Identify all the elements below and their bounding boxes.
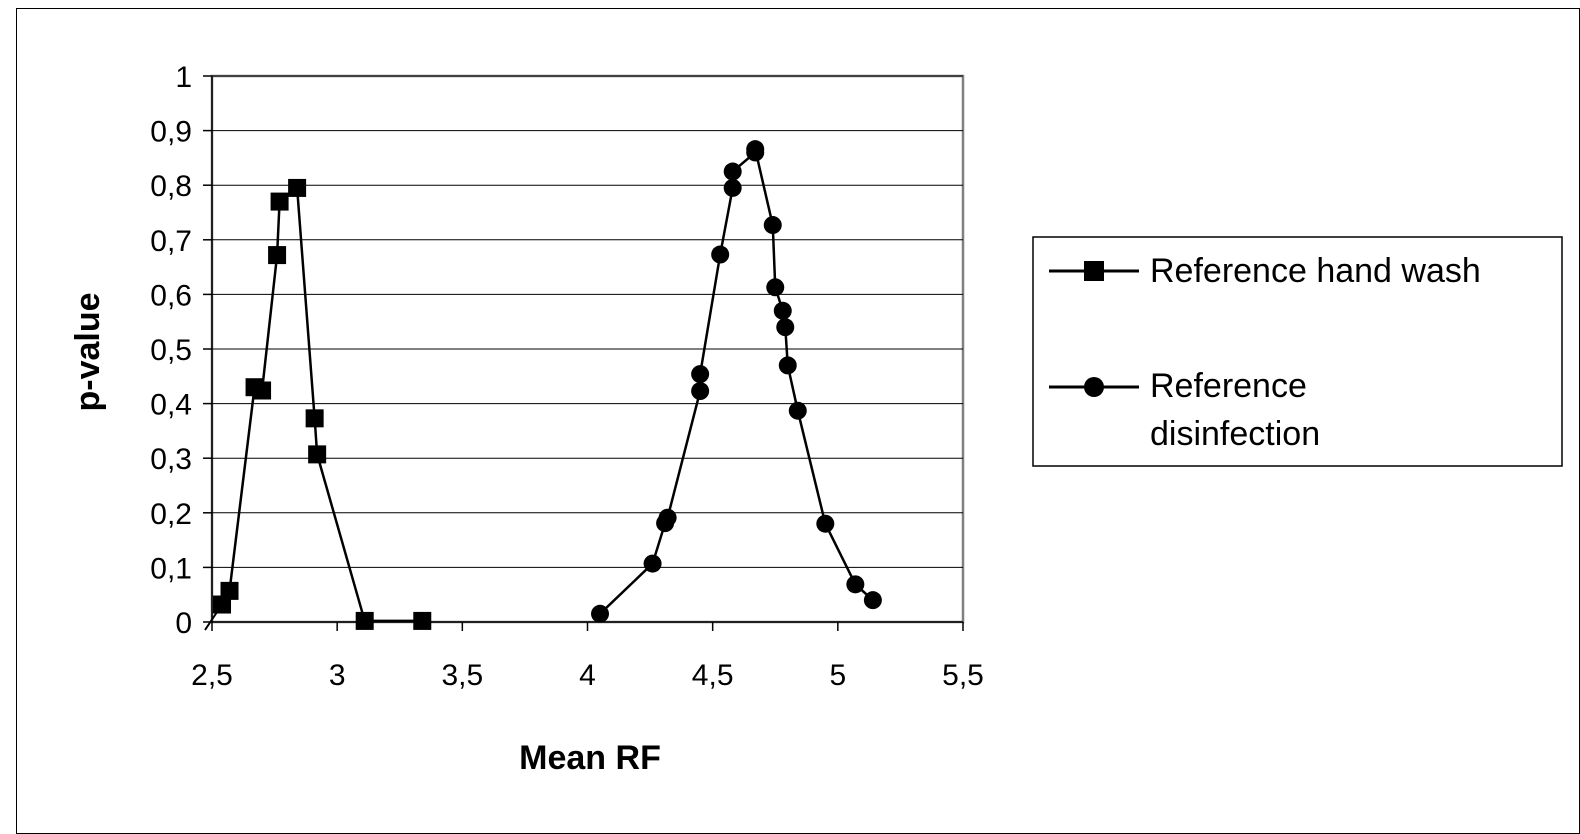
legend: Reference hand wash Reference disinfecti… [1032, 236, 1563, 467]
data-point-circle [723, 162, 742, 181]
data-point-square [268, 246, 287, 265]
legend-item-hand-wash: Reference hand wash [1049, 252, 1481, 290]
data-point-circle [816, 514, 835, 533]
y-tick-label: 0 [175, 607, 192, 640]
data-point-circle [711, 245, 730, 264]
x-tick-label: 5 [829, 659, 846, 692]
y-tick-label: 0,1 [150, 552, 192, 585]
data-point-circle [778, 356, 797, 375]
y-tick-label: 0,6 [150, 279, 192, 312]
data-point-circle [788, 401, 807, 420]
data-point-circle [846, 575, 865, 594]
x-tick-labels: 2,5 3 3,5 4 4,5 5 5,5 [191, 659, 984, 692]
y-tick-label: 0,5 [150, 334, 192, 367]
y-axis-title: p-value [69, 292, 107, 411]
data-point-square [413, 611, 432, 630]
y-tick-label: 1 [175, 61, 192, 94]
y-tick-label: 0,7 [150, 225, 192, 258]
x-tick-label: 5,5 [942, 659, 984, 692]
y-tick-label: 0,2 [150, 498, 192, 531]
data-point-square [253, 381, 272, 400]
grid-lines [212, 75, 963, 568]
data-point-circle [643, 554, 662, 573]
series-line-tail [204, 603, 223, 631]
data-point-square [308, 445, 327, 464]
legend-label-disinfection-line1: Reference [1150, 367, 1307, 405]
data-point-circle [763, 216, 782, 235]
axes [203, 75, 964, 631]
legend-circle-marker [1084, 377, 1104, 397]
data-point-square [355, 611, 374, 630]
data-point-circle [766, 278, 785, 297]
series-layer [204, 140, 882, 631]
y-tick-label: 0,4 [150, 389, 192, 422]
x-axis-title: Mean RF [519, 739, 661, 777]
y-tick-label: 0,3 [150, 443, 192, 476]
data-point-circle [723, 178, 742, 197]
data-point-circle [691, 365, 710, 384]
y-tick-label: 0,9 [150, 116, 192, 149]
legend-item-disinfection: Reference disinfection [1049, 367, 1320, 453]
series-hand-wash [213, 178, 432, 630]
x-tick-label: 3 [329, 659, 346, 692]
data-point-circle [773, 301, 792, 320]
data-point-square [288, 178, 307, 197]
data-point-circle [591, 604, 610, 623]
series-disinfection [591, 140, 882, 623]
data-point-square [270, 192, 289, 211]
x-tick-label: 2,5 [191, 659, 233, 692]
x-tick-label: 3,5 [441, 659, 483, 692]
legend-label-disinfection-line2: disinfection [1150, 415, 1320, 453]
chart-svg: 0 0,1 0,2 0,3 0,4 0,5 0,6 0,7 0,8 0,9 1 2,5 3 3,5 4 4,… [69, 61, 1563, 777]
data-point-square [220, 581, 239, 600]
data-point-circle [691, 382, 710, 401]
legend-box [1032, 236, 1563, 467]
data-point-circle [776, 318, 795, 337]
legend-label-hand-wash: Reference hand wash [1150, 252, 1481, 290]
data-point-square [305, 409, 324, 428]
y-tick-label: 0,8 [150, 170, 192, 203]
y-tick-labels: 0 0,1 0,2 0,3 0,4 0,5 0,6 0,7 0,8 0,9 1 [150, 61, 192, 640]
legend-square-marker [1084, 261, 1104, 281]
chart-frame: 0 0,1 0,2 0,3 0,4 0,5 0,6 0,7 0,8 0,9 1 2,5 3 3,5 4 4,… [16, 8, 1580, 834]
data-point-circle [658, 508, 677, 527]
data-point-circle [863, 591, 882, 610]
x-tick-label: 4,5 [692, 659, 734, 692]
x-tick-label: 4 [579, 659, 596, 692]
data-point-circle [746, 140, 765, 159]
